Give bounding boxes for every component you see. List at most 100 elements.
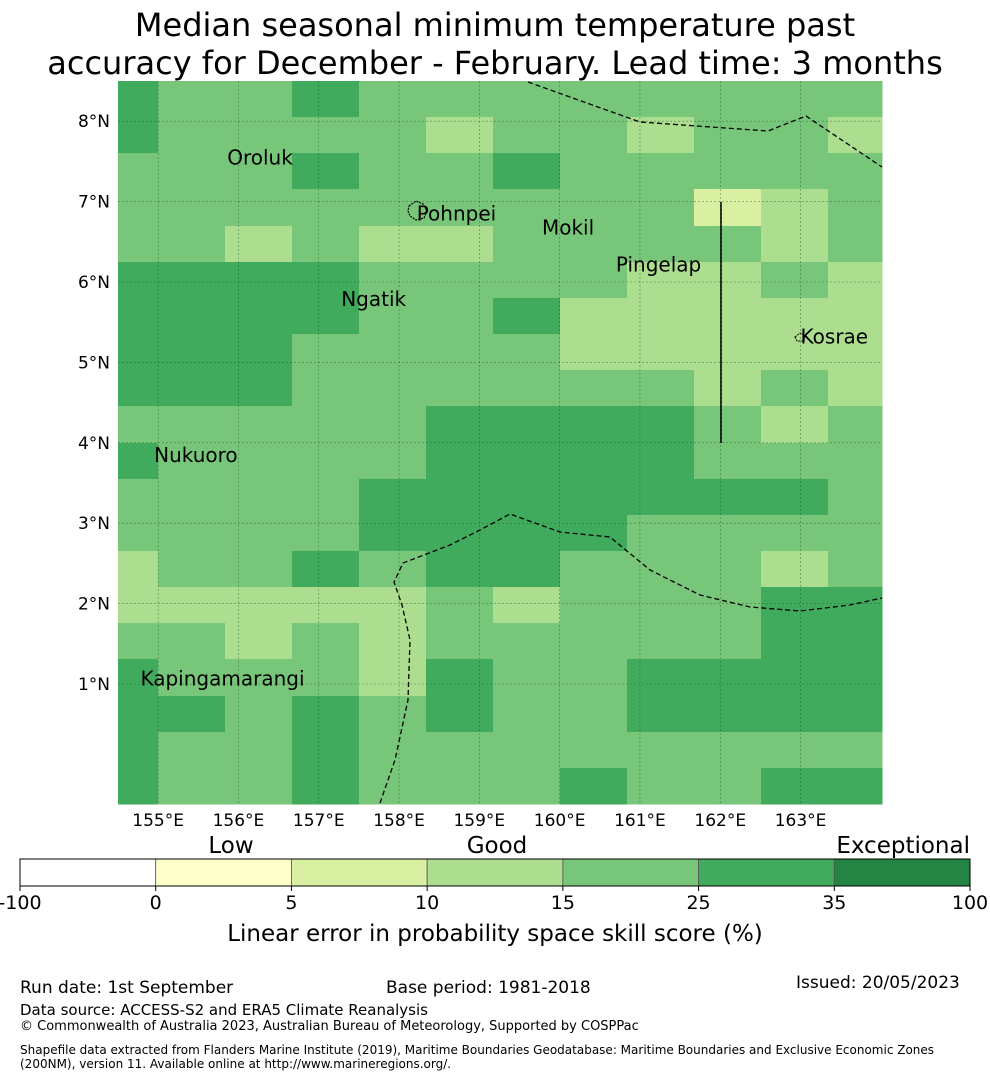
grid-cell — [627, 370, 695, 407]
grid-cell — [694, 226, 762, 263]
grid-cell — [292, 153, 360, 190]
grid-cell — [493, 551, 561, 588]
grid-cell — [118, 696, 159, 733]
grid-cell — [118, 81, 159, 118]
grid-cell — [426, 226, 494, 263]
shapefile-credit: Shapefile data extracted from Flanders M… — [20, 1043, 970, 1071]
latitude-label: 8°N — [78, 112, 110, 132]
grid-cell — [118, 551, 159, 588]
colorbar-tick-label: 35 — [822, 892, 846, 914]
grid-cell — [761, 587, 829, 624]
longitude-label: 163°E — [775, 811, 827, 831]
grid-cell — [225, 153, 293, 190]
grid-cell — [828, 189, 883, 227]
grid-cell — [761, 659, 829, 697]
grid-cell — [158, 153, 226, 190]
grid-cell — [627, 117, 695, 154]
longitude-label: 160°E — [534, 811, 586, 831]
grid-cell — [359, 406, 427, 444]
grid-cell — [560, 659, 628, 697]
grid-cell — [627, 732, 695, 769]
grid-cell — [828, 696, 883, 733]
grid-cell — [560, 262, 628, 299]
place-label: Pingelap — [616, 252, 701, 276]
grid-cell — [426, 659, 494, 697]
grid-cell — [359, 696, 427, 733]
grid-cell — [359, 334, 427, 371]
grid-cell — [359, 732, 427, 769]
grid-cell — [627, 479, 695, 516]
skill-grid — [118, 81, 883, 805]
graticule — [118, 81, 882, 804]
grid-cell — [493, 153, 561, 190]
eez-boundaries — [379, 81, 883, 804]
grid-cell — [694, 768, 762, 805]
grid-cell — [426, 189, 494, 227]
colorbar-segment — [426, 858, 564, 887]
grid-cell — [560, 479, 628, 516]
grid-cell — [225, 117, 293, 154]
grid-cell — [225, 334, 293, 371]
grid-cell — [560, 153, 628, 190]
longitude-label: 155°E — [132, 811, 184, 831]
grid-cell — [828, 226, 883, 263]
longitude-label: 159°E — [453, 811, 505, 831]
grid-cell — [158, 298, 226, 335]
colorbar-tick-label: 25 — [686, 892, 710, 914]
grid-cell — [560, 117, 628, 154]
grid-cell — [560, 623, 628, 660]
grid-cell — [627, 587, 695, 624]
grid-cell — [292, 117, 360, 154]
colorbar — [19, 858, 971, 887]
grid-cell — [158, 189, 226, 227]
kosrae-island — [794, 332, 806, 342]
grid-cell — [292, 659, 360, 697]
longitude-label: 156°E — [213, 811, 265, 831]
colorbar-tick-label: -100 — [0, 892, 42, 914]
grid-cell — [225, 623, 293, 660]
grid-cell — [292, 479, 360, 516]
grid-cell — [761, 334, 829, 371]
grid-cell — [359, 153, 427, 190]
grid-cell — [627, 406, 695, 444]
grid-cell — [493, 370, 561, 407]
grid-cell — [493, 768, 561, 805]
colorbar-segment — [155, 858, 292, 887]
grid-cell — [292, 443, 360, 480]
grid-cell — [225, 732, 293, 769]
grid-cell — [158, 479, 226, 516]
grid-cell — [292, 696, 360, 733]
grid-cell — [426, 551, 494, 588]
grid-cell — [426, 587, 494, 624]
grid-cell — [426, 696, 494, 733]
grid-cell — [761, 370, 829, 407]
latitude-label: 7°N — [78, 193, 110, 213]
grid-cell — [627, 81, 695, 118]
grid-cell — [426, 732, 494, 769]
grid-cell — [426, 262, 494, 299]
grid-cell — [560, 334, 628, 371]
grid-cell — [118, 298, 159, 335]
grid-cell — [426, 370, 494, 407]
grid-cell — [493, 515, 561, 552]
issued-date: Issued: 20/05/2023 — [796, 973, 960, 993]
grid-cell — [761, 189, 829, 227]
colorbar-segment — [698, 858, 835, 887]
grid-cell — [761, 551, 829, 588]
grid-cell — [118, 443, 159, 480]
shapefile-credit-line-1: Shapefile data extracted from Flanders M… — [20, 1043, 935, 1057]
grid-cell — [761, 117, 829, 154]
grid-cell — [560, 189, 628, 227]
run-date: Run date: 1st September — [20, 978, 234, 998]
grid-cell — [560, 587, 628, 624]
longitude-label: 157°E — [293, 811, 345, 831]
grid-cell — [225, 659, 293, 697]
grid-cell — [627, 298, 695, 335]
grid-cell — [359, 587, 427, 624]
grid-cell — [828, 732, 883, 769]
longitude-label: 158°E — [373, 811, 425, 831]
grid-cell — [493, 623, 561, 660]
grid-cell — [627, 443, 695, 480]
grid-cell — [225, 406, 293, 444]
grid-cell — [694, 117, 762, 154]
